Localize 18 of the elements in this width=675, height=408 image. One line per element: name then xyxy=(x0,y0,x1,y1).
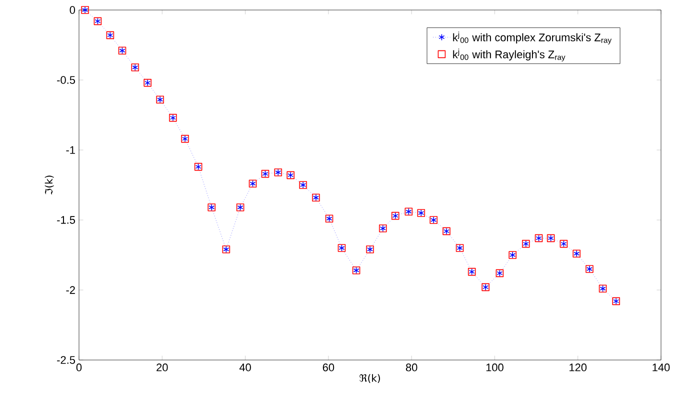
x-tick-label: 0 xyxy=(76,364,82,372)
x-tick-label: 100 xyxy=(486,364,504,372)
y-tick-label: 0 xyxy=(70,6,76,14)
y-tick-label: -2 xyxy=(66,286,75,294)
x-tick-label: 20 xyxy=(156,364,168,372)
legend-label: k$^{j}$$_{00}$ with Rayleigh's Z$_{ray}$ xyxy=(453,48,566,62)
x-tick-label: 140 xyxy=(652,364,670,372)
x-tick-label: 80 xyxy=(406,364,418,372)
y-axis-title: ℑ(k) xyxy=(44,176,54,195)
y-tick-label: -1 xyxy=(66,146,75,154)
x-tick-label: 60 xyxy=(322,364,334,372)
x-tick-label: 120 xyxy=(570,364,587,372)
y-tick-label: -0.5 xyxy=(57,76,76,84)
legend-label: k$^{j}$$_{00}$ with complex Zorumski's Z$_{ray}$ xyxy=(453,32,612,44)
y-tick-label: -2.5 xyxy=(57,356,76,364)
x-tick-label: 40 xyxy=(239,364,251,372)
x-axis-title: ℜ(k) xyxy=(360,374,380,384)
y-tick-label: -1.5 xyxy=(57,216,76,224)
